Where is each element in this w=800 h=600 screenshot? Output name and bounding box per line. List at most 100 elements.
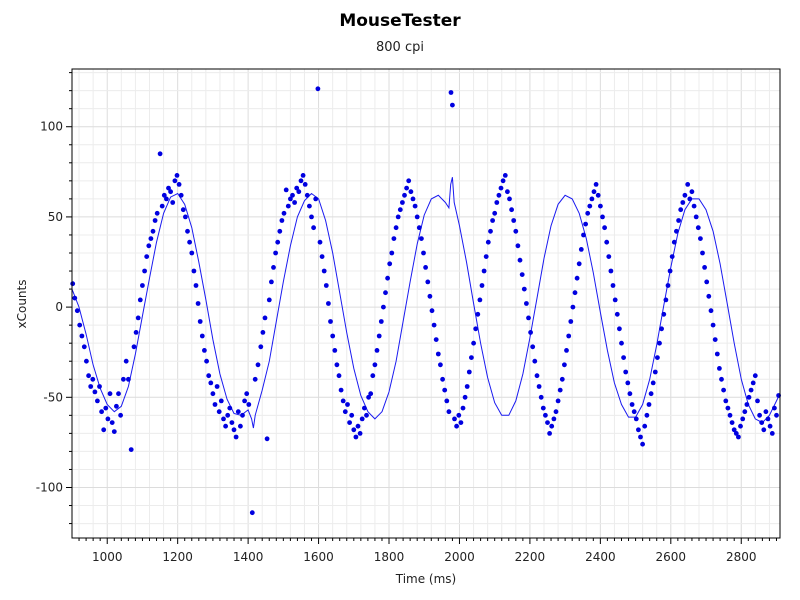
data-point [460,405,466,411]
data-point [383,290,388,296]
data-point [294,185,300,191]
data-point [311,225,316,231]
data-point [736,434,741,440]
data-point [448,90,454,95]
data-point [137,297,143,303]
data-point [353,434,359,440]
data-point [332,348,338,353]
data-point [342,409,348,415]
chart-subtitle: 800 cpi [376,40,424,55]
data-point [723,398,729,404]
data-point [633,416,639,422]
data-point [581,232,586,238]
data-point [313,196,319,202]
data-point [576,261,582,267]
data-point [176,182,182,187]
data-point [568,319,574,324]
data-point [454,423,459,429]
data-point [189,250,195,256]
data-point [133,330,139,335]
data-point [485,239,491,245]
data-point [423,265,428,270]
data-point [652,369,658,375]
data-point [99,409,104,415]
data-point [374,348,380,353]
data-point [221,416,226,422]
data-point [509,207,514,213]
data-point [397,207,403,213]
data-point [336,373,342,379]
series-line [71,177,781,429]
data-point [498,185,504,191]
data-point [665,283,671,288]
data-point [549,423,555,429]
data-point [116,391,121,397]
data-point [260,330,266,335]
data-point [617,326,622,332]
data-point [416,225,422,231]
y-axis-label: xCounts [15,280,29,329]
data-point [604,239,610,245]
data-point [750,380,756,386]
data-point [414,214,420,220]
data-point [492,210,498,216]
data-point [187,239,193,245]
data-point [442,387,448,393]
data-point [547,431,552,436]
data-point [446,409,452,415]
data-point [404,185,409,191]
data-point [712,337,718,342]
data-point [471,340,476,346]
plot-area [70,86,781,516]
data-point [566,333,572,339]
data-point [678,207,684,213]
data-point [505,189,510,195]
data-point [288,196,293,202]
data-point [693,214,699,220]
data-point [347,420,352,425]
data-point [292,200,297,205]
data-point [387,261,393,267]
data-point [307,203,312,209]
data-point [266,297,272,303]
data-point [659,326,664,332]
data-point [330,333,336,339]
data-point [152,218,158,223]
data-point [135,315,141,321]
data-point [111,429,117,434]
data-point [757,412,762,418]
data-point [216,409,222,415]
data-point [406,178,412,184]
data-point [81,344,87,350]
data-point [621,355,626,360]
data-point [131,344,137,350]
data-point [400,200,405,205]
x-tick-label: 1000 [92,550,123,564]
y-tick-label: 50 [48,210,63,224]
data-point [435,351,441,357]
data-point [359,416,365,422]
data-point [657,340,662,346]
data-point [714,351,720,357]
data-point [170,200,176,205]
data-point [521,286,527,292]
data-point [402,192,407,198]
data-point [427,293,433,299]
data-point [740,416,746,422]
data-point [74,308,80,314]
data-point [70,281,76,287]
data-point [425,279,431,285]
data-point [502,173,508,178]
data-point [515,243,521,249]
data-point [767,423,773,429]
data-point [619,340,624,346]
data-point [536,384,542,389]
data-point [517,257,523,263]
data-point [412,203,418,209]
data-point [553,409,559,415]
data-point [700,250,705,256]
data-point [202,348,207,353]
data-point [490,218,495,223]
data-point [290,192,295,198]
data-point [183,214,188,220]
